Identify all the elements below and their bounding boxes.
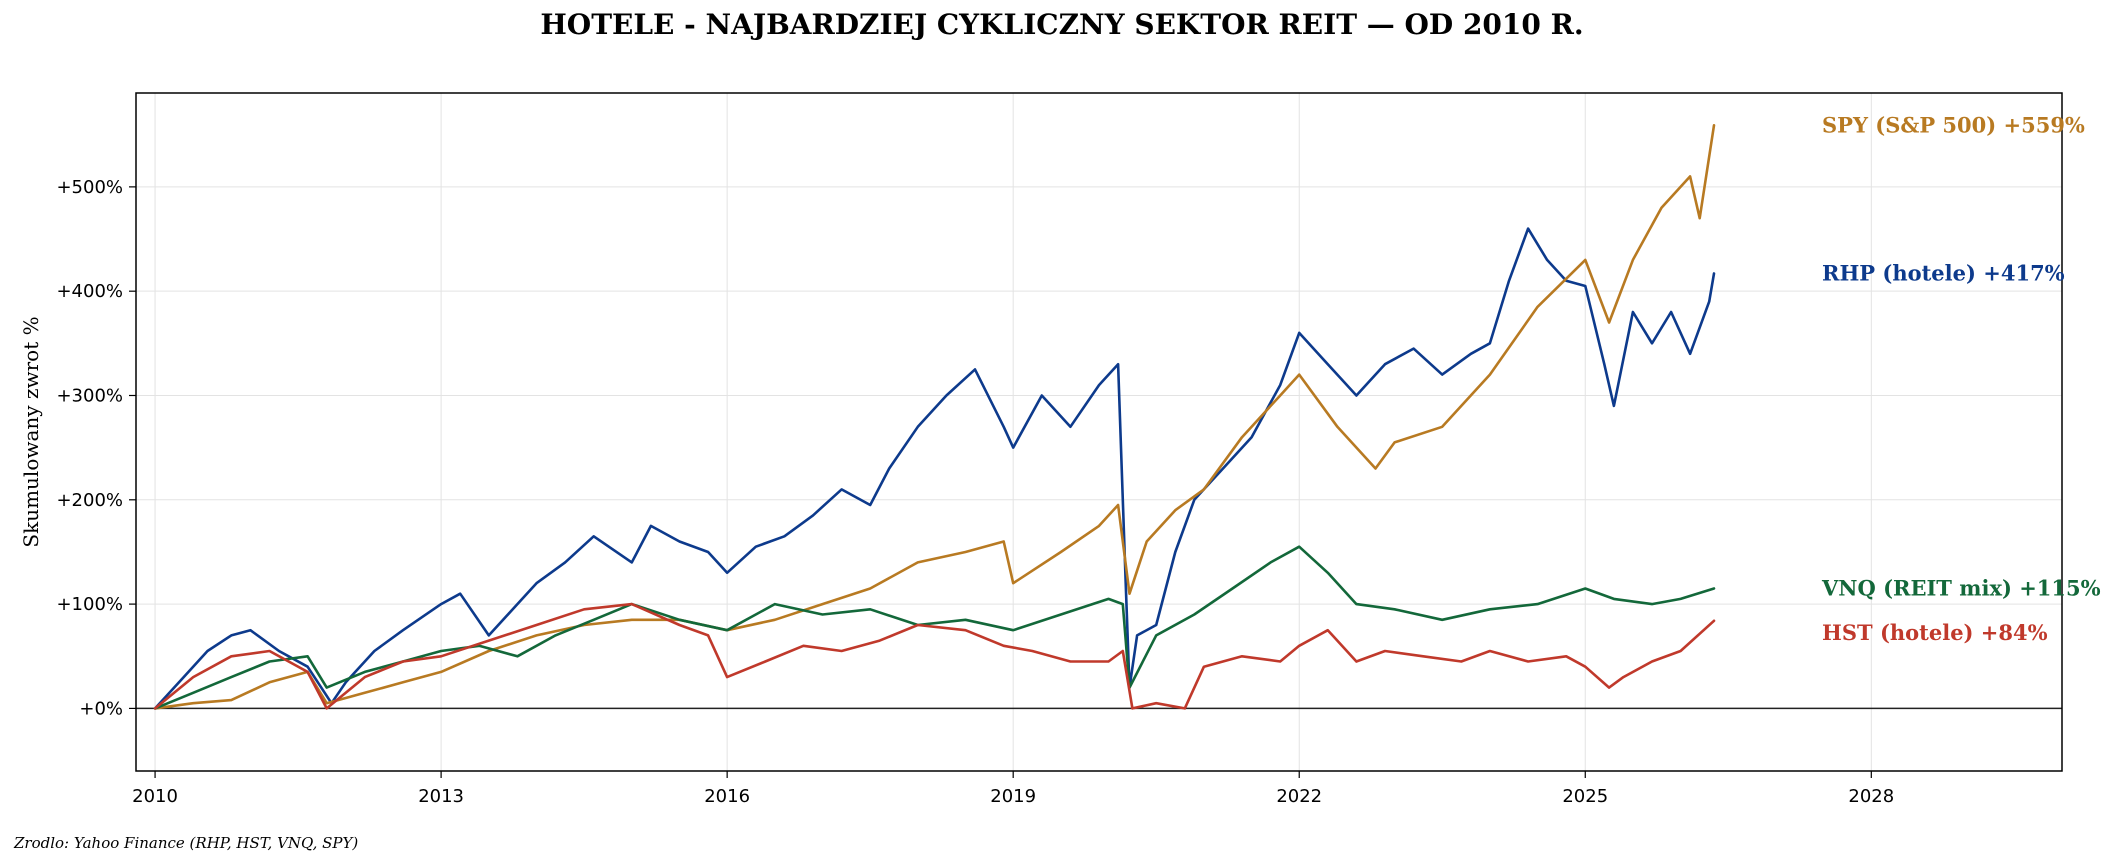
y-axis-label: Skumulowany zwrot % [19,316,43,547]
series-end-label: RHP (hotele) +417% [1822,260,2065,285]
plot-frame [135,92,2063,772]
x-tick-label: 2025 [1562,786,1608,807]
y-tick-label: +200% [56,490,123,511]
series-lines [153,124,1716,710]
x-tick-label: 2010 [132,786,178,807]
y-tick-label: +0% [79,698,123,719]
x-tick-label: 2019 [990,786,1036,807]
chart-title: HOTELE - NAJBARDZIEJ CYKLICZNY SEKTOR RE… [540,8,1583,41]
x-tick-label: 2022 [1276,786,1322,807]
y-tick-label: +300% [56,385,123,406]
y-axis-ticks: +0% +100% +200% +300% +400% +500% [56,177,136,719]
x-axis-ticks: 2010 2013 2016 2019 2022 2025 2028 [132,771,1894,807]
y-tick-label: +400% [56,281,123,302]
x-tick-label: 2013 [418,786,464,807]
grid [136,93,2062,771]
series-end-label: HST (hotele) +84% [1822,620,2048,645]
y-tick-label: +500% [56,177,123,198]
y-tick-label: +100% [56,594,123,615]
series-end-label: SPY (S&P 500) +559% [1822,112,2085,137]
x-tick-label: 2028 [1848,786,1894,807]
series-line [153,227,1716,710]
series-end-labels: RHP (hotele) +417% SPY (S&P 500) +559% VNQ… [1821,112,2101,644]
series-line [153,602,1716,710]
series-line [153,124,1716,710]
x-tick-label: 2016 [704,786,750,807]
series-end-label: VNQ (REIT mix) +115% [1821,575,2101,600]
source-note: Zrodlo: Yahoo Finance (RHP, HST, VNQ, SP… [13,834,358,852]
